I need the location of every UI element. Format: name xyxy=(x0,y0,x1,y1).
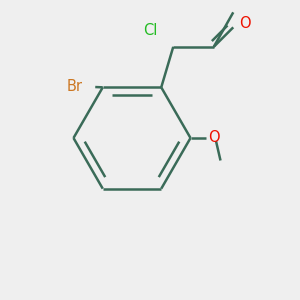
Text: O: O xyxy=(208,130,219,146)
Text: Br: Br xyxy=(66,79,82,94)
Text: Cl: Cl xyxy=(144,23,158,38)
Text: O: O xyxy=(239,16,250,31)
